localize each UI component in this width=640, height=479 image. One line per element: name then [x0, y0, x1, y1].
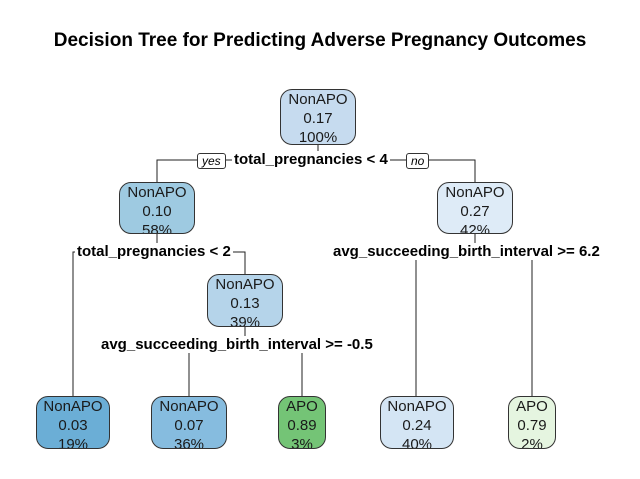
split-label-root: total_pregnancies < 4 — [232, 151, 390, 168]
node-pct: 39% — [229, 314, 261, 327]
node-class: NonAPO — [127, 184, 187, 201]
node-prob: 0.79 — [517, 417, 547, 434]
node-class: NonAPO — [159, 398, 219, 415]
leaf-1: NonAPO 0.03 19% — [36, 396, 110, 449]
node-class: NonAPO — [387, 398, 447, 415]
node-prob: 0.17 — [303, 110, 333, 127]
node-prob: 0.03 — [58, 417, 88, 434]
yes-branch-tag: yes — [197, 153, 226, 169]
node-root: NonAPO 0.17 100% — [280, 89, 356, 145]
leaf-4: NonAPO 0.24 40% — [380, 396, 454, 449]
diagram-title: Decision Tree for Predicting Adverse Pre… — [53, 30, 587, 51]
node-prob: 0.10 — [142, 203, 172, 220]
node-prob: 0.89 — [287, 417, 317, 434]
node-prob: 0.24 — [402, 417, 432, 434]
leaf-5: APO 0.79 2% — [508, 396, 556, 449]
node-pct: 19% — [57, 436, 89, 449]
node-pct: 40% — [401, 436, 433, 449]
leaf-3: APO 0.89 3% — [278, 396, 326, 449]
node-prob: 0.13 — [230, 295, 260, 312]
edge-n3-split — [415, 251, 533, 396]
node-class: NonAPO — [445, 184, 505, 201]
node-class: APO — [286, 398, 318, 415]
leaf-2: NonAPO 0.07 36% — [151, 396, 227, 449]
node-left: NonAPO 0.10 58% — [119, 182, 195, 234]
node-pct: 58% — [141, 222, 173, 234]
node-pct: 42% — [459, 222, 491, 234]
node-class: NonAPO — [288, 91, 348, 108]
node-prob: 0.27 — [460, 203, 490, 220]
node-left-right: NonAPO 0.13 39% — [207, 274, 283, 327]
no-branch-tag: no — [406, 153, 430, 169]
node-pct: 100% — [298, 129, 338, 145]
node-pct: 3% — [291, 436, 313, 449]
node-prob: 0.07 — [174, 417, 204, 434]
node-pct: 2% — [521, 436, 543, 449]
node-class: NonAPO — [43, 398, 103, 415]
node-class: APO — [516, 398, 548, 415]
node-right: NonAPO 0.27 42% — [437, 182, 513, 234]
node-pct: 36% — [173, 436, 205, 449]
node-class: NonAPO — [215, 276, 275, 293]
split-label-right: avg_succeeding_birth_interval >= 6.2 — [331, 243, 602, 260]
split-label-left: total_pregnancies < 2 — [75, 243, 233, 260]
split-label-left-right: avg_succeeding_birth_interval >= -0.5 — [99, 336, 375, 353]
